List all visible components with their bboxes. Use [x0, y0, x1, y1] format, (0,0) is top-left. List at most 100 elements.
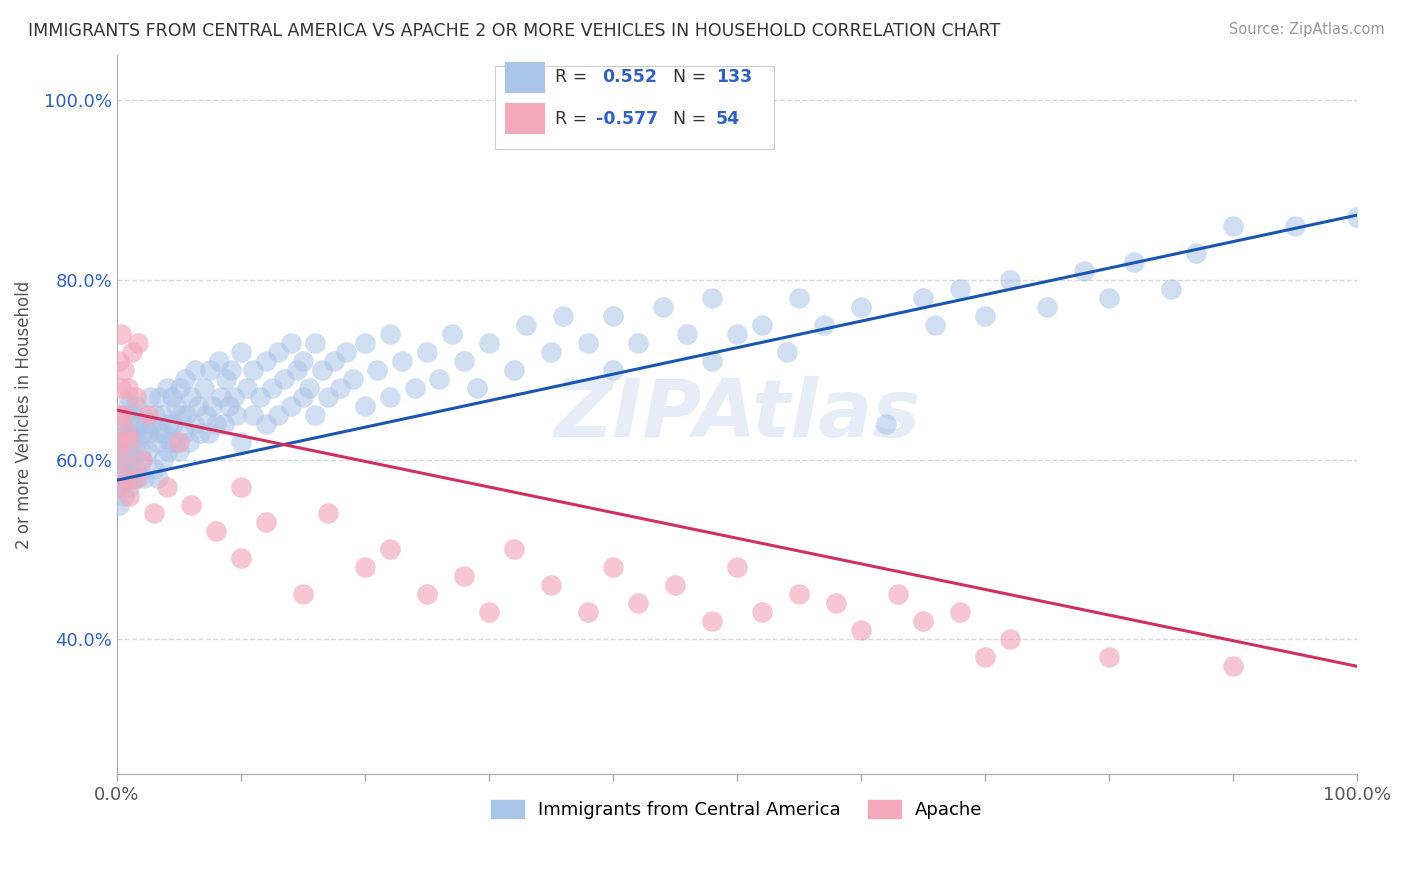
Point [1284, 219, 1306, 233]
Point [112, 489, 135, 503]
Point [254, 353, 277, 368]
Text: -0.577: -0.577 [596, 110, 658, 128]
Point [267, 408, 290, 422]
Point [156, 443, 179, 458]
Point [229, 434, 252, 449]
Point [118, 425, 141, 440]
Point [664, 578, 686, 592]
Point [702, 353, 724, 368]
Point [602, 362, 624, 376]
Point [540, 344, 562, 359]
Point [157, 417, 180, 431]
Point [125, 434, 148, 449]
FancyBboxPatch shape [495, 66, 775, 149]
Point [311, 362, 333, 376]
Point [107, 479, 129, 493]
Point [112, 452, 135, 467]
Point [242, 362, 264, 376]
Point [887, 587, 910, 601]
Point [378, 542, 401, 557]
Point [117, 399, 139, 413]
Point [153, 425, 176, 440]
Point [378, 326, 401, 341]
Point [183, 417, 205, 431]
Point [285, 362, 308, 376]
Point [236, 381, 259, 395]
Point [316, 507, 339, 521]
Text: N =: N = [672, 110, 706, 128]
Point [108, 479, 131, 493]
Point [121, 408, 143, 422]
Point [131, 408, 153, 422]
Point [115, 470, 138, 484]
Point [254, 417, 277, 431]
Point [143, 507, 166, 521]
Point [118, 452, 141, 467]
Point [502, 542, 524, 557]
Point [291, 353, 314, 368]
Point [342, 372, 364, 386]
Point [849, 624, 872, 638]
Point [212, 417, 235, 431]
Point [354, 335, 377, 350]
Point [174, 372, 197, 386]
Point [197, 425, 219, 440]
Point [751, 605, 773, 619]
Point [911, 291, 934, 305]
Text: ZIPAtlas: ZIPAtlas [554, 376, 920, 454]
Point [121, 344, 143, 359]
Text: 133: 133 [716, 69, 752, 87]
Point [453, 569, 475, 583]
Point [108, 498, 131, 512]
Point [229, 479, 252, 493]
Point [117, 381, 139, 395]
Point [112, 408, 135, 422]
Point [124, 425, 146, 440]
Point [813, 318, 835, 332]
Point [316, 390, 339, 404]
Point [167, 443, 190, 458]
Point [150, 408, 173, 422]
Point [180, 390, 202, 404]
Point [134, 417, 156, 431]
Point [118, 489, 141, 503]
Point [229, 344, 252, 359]
Point [280, 399, 302, 413]
Point [229, 551, 252, 566]
Point [107, 434, 129, 449]
Point [1073, 264, 1095, 278]
Point [118, 479, 141, 493]
Point [676, 326, 699, 341]
Point [1160, 282, 1182, 296]
FancyBboxPatch shape [505, 103, 544, 134]
Point [112, 425, 135, 440]
Point [121, 470, 143, 484]
Point [136, 443, 159, 458]
Text: R =: R = [555, 110, 592, 128]
Point [131, 452, 153, 467]
Point [725, 326, 748, 341]
Point [114, 434, 136, 449]
Point [139, 390, 162, 404]
Point [170, 408, 193, 422]
Point [540, 578, 562, 592]
Point [115, 425, 138, 440]
Point [416, 344, 439, 359]
Point [875, 417, 897, 431]
Point [141, 417, 163, 431]
Point [702, 291, 724, 305]
Point [169, 381, 191, 395]
Point [209, 390, 232, 404]
Point [127, 470, 149, 484]
Point [145, 434, 167, 449]
Point [112, 461, 135, 475]
Point [110, 381, 132, 395]
Point [149, 425, 172, 440]
Point [146, 470, 169, 484]
Point [201, 399, 224, 413]
Point [159, 434, 181, 449]
Point [478, 605, 501, 619]
Point [998, 632, 1021, 647]
Point [129, 443, 152, 458]
Point [110, 470, 132, 484]
